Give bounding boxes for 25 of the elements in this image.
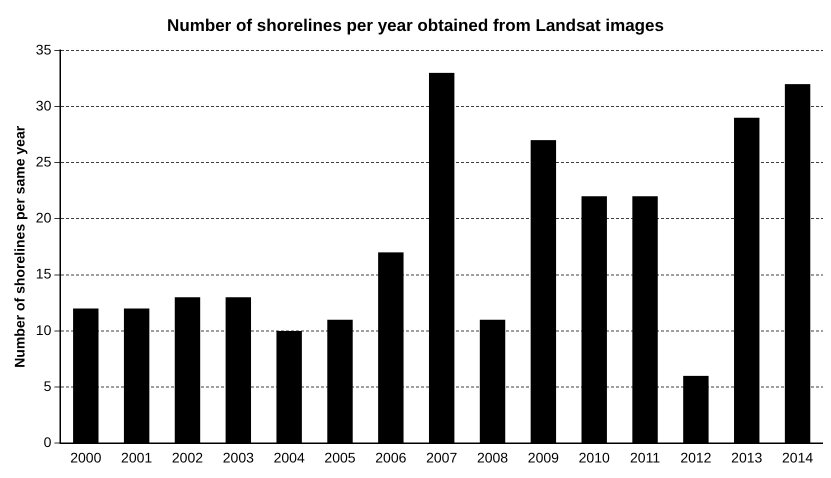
- x-tick-label: 2004: [274, 449, 305, 466]
- x-tick-label: 2007: [426, 449, 458, 466]
- x-tick-label: 2005: [324, 449, 356, 466]
- y-tick-label: 15: [36, 266, 52, 282]
- x-tick-label: 2010: [578, 449, 610, 466]
- y-tick-label: 30: [36, 97, 52, 114]
- y-tick-label: 35: [36, 41, 52, 58]
- x-tick-label: 2002: [172, 449, 204, 466]
- chart-title: Number of shorelines per year obtained from Landsat images: [167, 16, 664, 35]
- x-tick-label: 2009: [528, 449, 560, 466]
- x-tick-label: 2000: [70, 449, 102, 466]
- x-tick-label: 2001: [121, 449, 152, 466]
- y-tick-label: 5: [44, 378, 52, 394]
- x-tick-label: 2006: [375, 449, 407, 466]
- x-tick-label: 2014: [782, 449, 814, 466]
- y-tick-label: 0: [44, 434, 52, 450]
- x-tick-label: 2013: [731, 449, 763, 466]
- y-tick-label: 10: [36, 322, 52, 338]
- x-tick-label: 2011: [630, 449, 660, 466]
- y-tick-label: 25: [36, 153, 52, 170]
- y-axis-title: Number of shorelines per same year: [11, 125, 28, 368]
- x-tick-label: 2012: [680, 449, 712, 466]
- x-tick-label: 2008: [476, 449, 508, 466]
- y-tick-label: 20: [36, 210, 52, 226]
- x-tick-label: 2003: [222, 449, 254, 466]
